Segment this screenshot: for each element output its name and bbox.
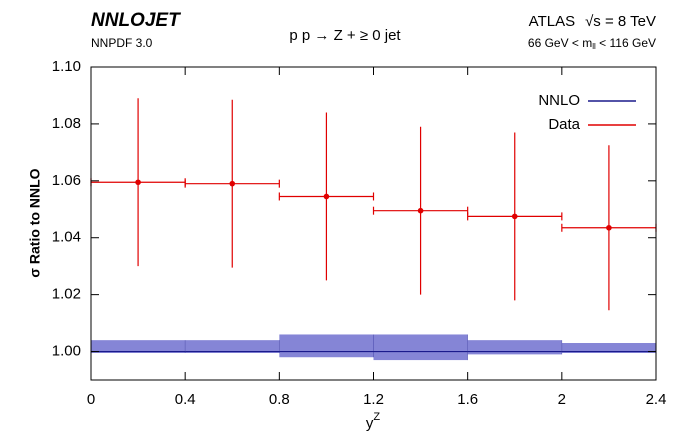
y-tick-label: 1.08 [52, 115, 81, 132]
y-tick-label: 1.02 [52, 286, 81, 303]
y-tick-label: 1.06 [52, 172, 81, 189]
y-tick-label: 1.00 [52, 343, 81, 360]
mass-range: 66 GeV < mll < 116 GeV [528, 36, 656, 51]
plot-frame [90, 66, 657, 381]
data-point [417, 207, 424, 214]
nnlo-band [279, 334, 374, 358]
x-tick-label: 1.6 [457, 391, 478, 408]
data-point [229, 180, 236, 187]
y-tick-label: 1.10 [52, 58, 81, 75]
nnlo-band [467, 340, 562, 355]
nnlo-band [185, 340, 280, 353]
x-tick-label: 2.4 [646, 391, 667, 408]
legend-label: NNLO [538, 92, 580, 109]
mass-prefix: 66 GeV < m [528, 36, 592, 50]
mass-subscript: ll [592, 42, 596, 51]
nnlo-band [91, 340, 186, 353]
x-tick-label: 0.4 [175, 391, 196, 408]
x-axis-label: yZ [366, 411, 381, 432]
nnlo-band [561, 343, 656, 353]
x-tick-label: 0 [87, 391, 95, 408]
experiment-label: ATLAS √s = 8 TeV [529, 13, 656, 30]
energy: √s = 8 TeV [585, 13, 656, 30]
mass-suffix: < 116 GeV [596, 36, 656, 50]
x-label-text: y [366, 415, 374, 432]
data-point [606, 224, 612, 231]
x-tick-label: 1.2 [363, 391, 384, 408]
chart-title: NNLOJET [91, 10, 181, 31]
x-tick-label: 2 [558, 391, 566, 408]
process: p p → Z + ≥ 0 jet [289, 27, 401, 44]
x-label-sup: Z [373, 411, 380, 423]
data-point [135, 179, 141, 186]
data-point [511, 213, 518, 220]
y-axis-label: σ Ratio to NNLO [27, 168, 43, 277]
x-tick-label: 0.8 [269, 391, 290, 408]
experiment: ATLAS [529, 13, 575, 30]
y-tick-label: 1.04 [52, 229, 81, 246]
data-point [323, 193, 330, 200]
nnlo-band [373, 334, 468, 361]
legend-label: Data [548, 116, 580, 133]
chart-subtitle: NNPDF 3.0 [91, 36, 153, 50]
